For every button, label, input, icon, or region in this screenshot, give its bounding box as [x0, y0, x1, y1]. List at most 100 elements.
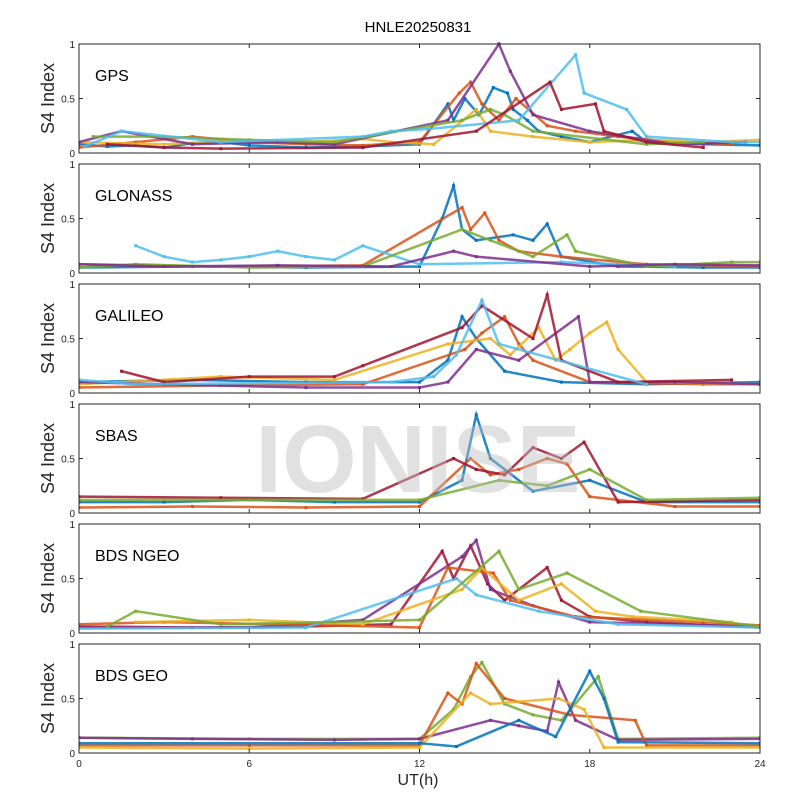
data-point	[517, 587, 521, 591]
data-point	[162, 146, 166, 150]
data-point	[418, 743, 421, 747]
data-point	[525, 118, 529, 122]
data-point	[602, 697, 606, 700]
data-point	[531, 255, 535, 259]
data-point	[469, 457, 473, 460]
data-point	[79, 382, 81, 386]
data-point	[701, 146, 705, 150]
series	[79, 456, 760, 510]
data-point	[480, 304, 484, 308]
data-point	[559, 260, 563, 264]
x-axis-label: UT(h)	[398, 772, 439, 789]
y-axis-label: S4 Index	[38, 543, 58, 614]
y-tick-label: 0	[69, 749, 75, 760]
data-point	[565, 571, 569, 575]
data-point	[219, 140, 223, 144]
data-layer	[79, 42, 760, 151]
data-point	[162, 500, 166, 504]
series	[91, 107, 705, 146]
data-point	[633, 718, 637, 722]
series-trace	[79, 468, 760, 502]
y-tick-label: 0	[69, 629, 75, 640]
data-point	[616, 622, 620, 626]
data-point	[162, 380, 166, 384]
data-point	[247, 618, 251, 622]
data-point	[511, 233, 515, 237]
data-point	[537, 609, 541, 613]
data-point	[446, 358, 450, 362]
data-point	[673, 262, 677, 266]
data-point	[545, 729, 549, 733]
data-point	[758, 746, 760, 750]
data-layer	[79, 290, 760, 390]
data-point	[276, 249, 280, 253]
data-point	[588, 331, 592, 335]
data-point	[460, 315, 464, 319]
data-point	[645, 620, 648, 624]
data-point	[247, 747, 251, 751]
data-point	[469, 80, 473, 84]
data-point	[247, 498, 251, 502]
data-point	[630, 129, 634, 133]
data-point	[474, 467, 478, 471]
data-point	[616, 740, 620, 744]
y-tick-label: 0	[69, 269, 75, 280]
data-point	[446, 566, 450, 570]
data-point	[588, 140, 592, 144]
data-point	[639, 609, 643, 613]
data-point	[605, 320, 609, 324]
panel-label: GLONASS	[95, 188, 172, 205]
data-point	[446, 342, 450, 346]
data-point	[758, 380, 760, 384]
data-point	[361, 244, 365, 248]
data-point	[469, 691, 473, 695]
series-trace	[79, 42, 746, 146]
data-point	[162, 264, 166, 268]
data-point	[596, 675, 600, 679]
data-point	[491, 86, 495, 90]
data-point	[79, 741, 81, 745]
data-point	[488, 337, 492, 340]
x-tick-label: 24	[754, 759, 766, 770]
panel-galileo: 0 0.5 1 S4 Index GALILEO	[38, 280, 761, 400]
data-point	[79, 266, 81, 270]
data-point	[497, 549, 501, 553]
data-point	[645, 498, 648, 502]
data-point	[576, 315, 580, 319]
data-point	[758, 737, 760, 741]
data-point	[432, 375, 436, 379]
data-point	[79, 736, 81, 740]
data-point	[531, 446, 535, 450]
data-point	[517, 724, 521, 728]
data-point	[645, 142, 648, 146]
x-tick-label: 18	[584, 759, 596, 770]
data-point	[545, 484, 549, 488]
data-point	[105, 144, 109, 148]
data-point	[247, 143, 251, 147]
data-point	[219, 258, 223, 262]
panel-label: BDS GEO	[95, 668, 168, 685]
data-point	[134, 244, 138, 248]
data-point	[568, 713, 572, 717]
data-point	[418, 504, 421, 508]
y-axis-label: S4 Index	[38, 183, 58, 254]
data-point	[545, 457, 549, 460]
data-point	[545, 222, 549, 226]
data-point	[418, 737, 421, 741]
y-axis-label: S4 Index	[38, 663, 58, 734]
data-point	[545, 566, 549, 570]
series	[83, 52, 760, 148]
y-tick-label: 0.5	[61, 335, 75, 346]
data-point	[730, 378, 734, 382]
data-point	[559, 380, 563, 384]
series	[79, 320, 760, 386]
data-point	[537, 326, 541, 330]
data-point	[514, 97, 518, 100]
data-point	[497, 118, 501, 122]
data-point	[582, 707, 586, 711]
data-point	[79, 506, 81, 510]
y-tick-label: 0.5	[61, 455, 75, 466]
data-point	[557, 697, 561, 700]
data-point	[588, 495, 592, 499]
data-point	[332, 375, 336, 379]
